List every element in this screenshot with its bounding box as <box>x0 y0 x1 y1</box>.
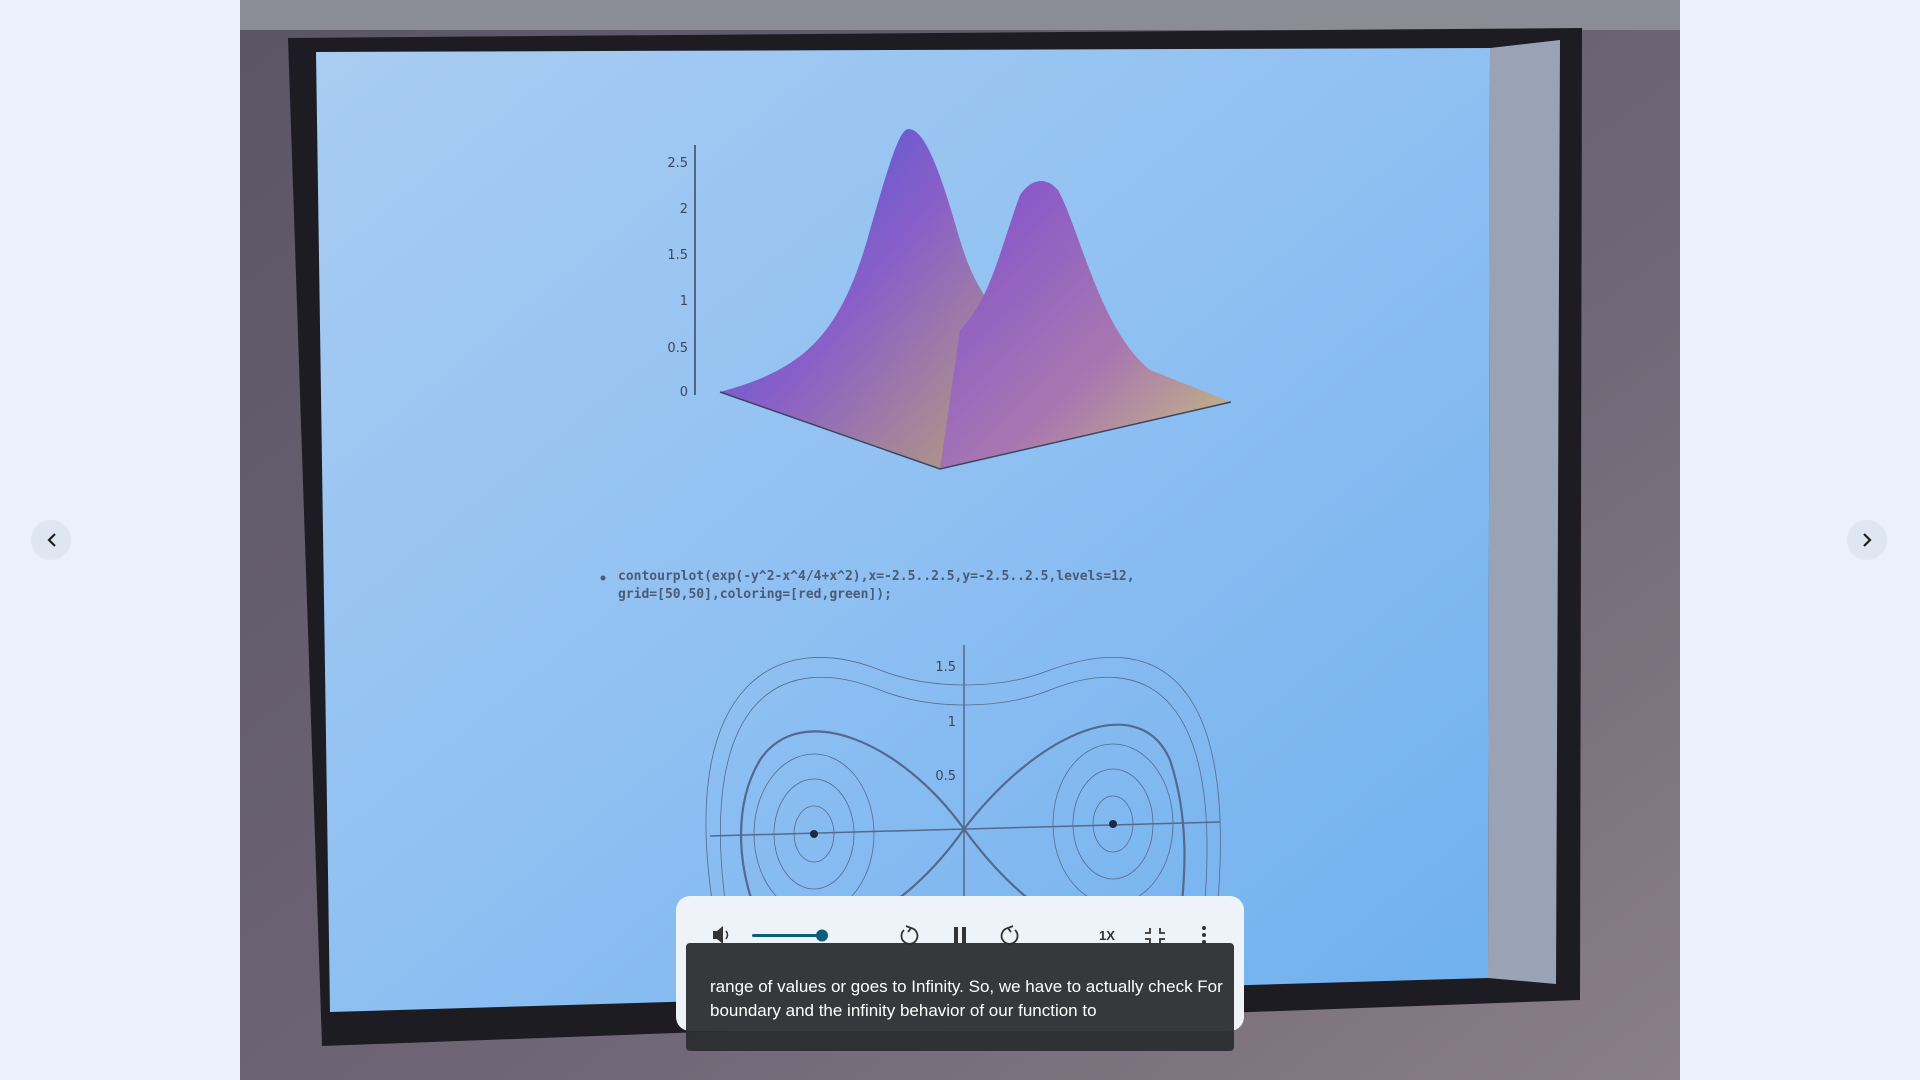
z-axis-label: 1.5 <box>667 248 688 263</box>
z-axis-label: 0 <box>680 385 688 400</box>
bullet <box>600 575 606 581</box>
next-button[interactable] <box>1847 520 1887 560</box>
caption-line: boundary and the infinity behavior of ou… <box>710 1001 1097 1020</box>
video: 2.5 2 1.5 1 0.5 0 contourplot(exp(-y^2-x^4/4+… <box>240 0 1680 1080</box>
contour-axis-label: 0.5 <box>935 769 956 784</box>
screen-edge <box>1488 40 1560 984</box>
volume-button[interactable] <box>713 926 729 944</box>
previous-button[interactable] <box>31 520 71 560</box>
z-axis-label: 1 <box>680 294 688 309</box>
collapse-button[interactable] <box>1145 928 1165 944</box>
z-axis-label: 2 <box>680 202 688 217</box>
z-axis-label: 2.5 <box>667 156 688 171</box>
pause-button[interactable] <box>954 927 966 943</box>
contour-axis-label: 1 <box>948 715 956 730</box>
ceiling <box>240 0 1680 30</box>
slide-command: contourplot(exp(-y^2-x^4/4+x^2),x=-2.5..… <box>618 569 1135 584</box>
more-button[interactable] <box>1202 926 1206 944</box>
slide-command: grid=[50,50],coloring=[red,green]); <box>618 587 892 602</box>
speed-button[interactable]: 1X <box>1099 928 1115 943</box>
contour-axis-label: 1.5 <box>935 660 956 675</box>
base-axes <box>719 391 1232 470</box>
projection-screen <box>316 48 1490 1012</box>
player-controls: 1X range of values or goes to Infinity. … <box>676 896 1244 1051</box>
surface-plot: 2.5 2 1.5 1 0.5 0 <box>667 128 1232 470</box>
caption-box <box>686 943 1234 1051</box>
caption-line: range of values or goes to Infinity. So,… <box>710 977 1223 996</box>
surface-peak <box>940 180 1231 469</box>
surface-peak <box>720 128 1000 469</box>
volume-slider[interactable] <box>752 929 828 942</box>
z-axis-label: 0.5 <box>667 341 688 356</box>
